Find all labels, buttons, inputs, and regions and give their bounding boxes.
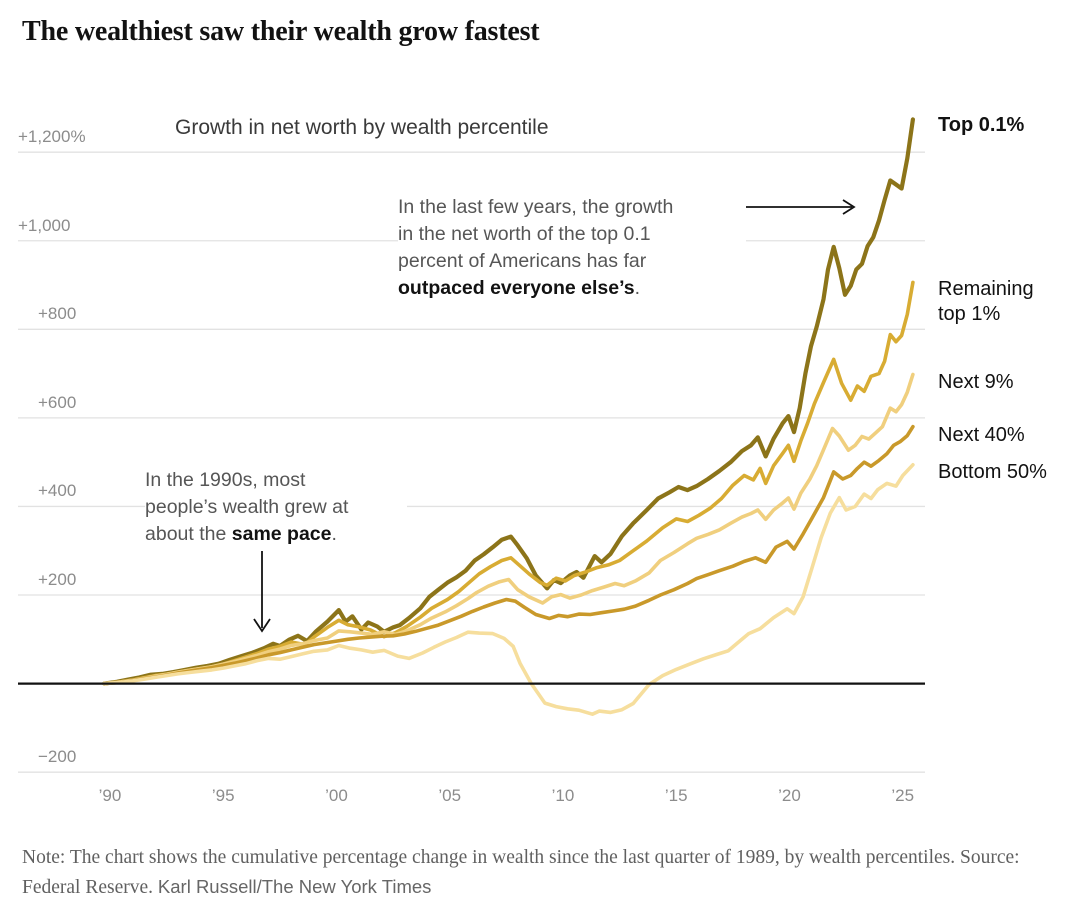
y-axis-tick-600: +600 (38, 392, 77, 412)
annotation-1990s: In the 1990s, most people’s wealth grew … (145, 467, 407, 548)
footer-note: Note: The chart shows the cumulative per… (22, 843, 1068, 902)
series-line-remaining-top-1-percent (102, 280, 915, 686)
annotation-line: outpaced everyone else’s. (398, 277, 641, 299)
annotation-line: about the same pace. (145, 523, 337, 545)
series-label-remaining-top-1-percent: Remaining top 1% (938, 278, 1034, 325)
x-axis-tick-2015: ’15 (664, 786, 688, 805)
note-text: Note: The chart shows the cumulative per… (22, 847, 956, 868)
series-label-next-9-percent: Next 9% (938, 371, 1014, 393)
y-axis-tick-400: +400 (38, 481, 77, 501)
annotation-line: people’s wealth grew at (145, 496, 349, 518)
y-axis-tick-1200: +1,200% (18, 127, 86, 147)
x-axis-tick-2010: ’10 (551, 786, 575, 805)
annotation-line: in the net worth of the top 0.1 (398, 223, 651, 245)
y-axis-tick-200: +200 (38, 570, 77, 590)
y-axis-tick-1000: +1,000 (18, 215, 71, 235)
arrow-down-head (253, 618, 271, 633)
series-label-bottom-50-percent: Bottom 50% (938, 461, 1047, 483)
annotation-line: In the 1990s, most (145, 469, 306, 491)
chart-subtitle: Growth in net worth by wealth percentile (175, 116, 549, 139)
annotation-recent-years: In the last few years, the growth in the… (398, 194, 746, 302)
x-axis-tick-1990: ’90 (98, 786, 122, 805)
x-axis-tick-2025: ’25 (891, 786, 915, 805)
y-axis-tick--200: −200 (38, 747, 77, 767)
source-text: Source: Federal Reserve. (22, 847, 1020, 898)
annotation-line: percent of Americans has far (398, 250, 647, 272)
x-axis-tick-2005: ’05 (438, 786, 462, 805)
series-label-next-40-percent: Next 40% (938, 424, 1025, 446)
series-line-next-40-percent (102, 424, 915, 686)
series-label-top-0-1-percent: Top 0.1% (938, 114, 1025, 136)
x-axis-tick-2020: ’20 (778, 786, 801, 805)
series-line-next-9-percent (102, 372, 915, 686)
arrow-right-head (842, 199, 856, 215)
x-axis-tick-1995: ’95 (211, 786, 235, 805)
annotation-line: In the last few years, the growth (398, 196, 674, 218)
y-axis-tick-800: +800 (38, 304, 77, 324)
page-title: The wealthiest saw their wealth grow fas… (22, 16, 540, 47)
byline-credit: Karl Russell/The New York Times (157, 876, 432, 897)
series-line-bottom-50-percent (102, 462, 915, 717)
x-axis-tick-2000: ’00 (325, 786, 348, 805)
